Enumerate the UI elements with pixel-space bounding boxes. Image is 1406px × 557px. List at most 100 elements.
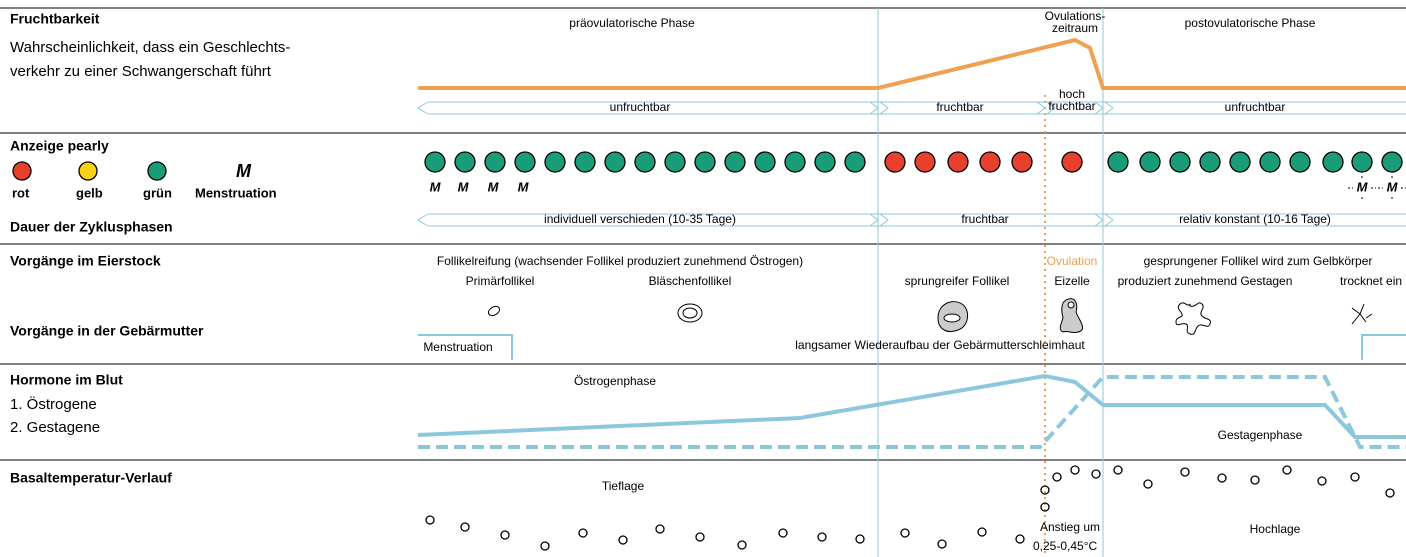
ovary-text: Bläschenfollikel <box>649 274 732 288</box>
ovary-text: Follikelreifung (wachsender Follikel pro… <box>437 254 803 268</box>
temp-point <box>619 536 627 544</box>
legend-label: grün <box>143 185 172 200</box>
legend-label: gelb <box>76 185 103 200</box>
indicator-dot <box>635 152 655 172</box>
cycle-diagram: Fruchtbarkeit Wahrscheinlichkeit, dass e… <box>0 0 1406 557</box>
temp-point <box>1218 474 1226 482</box>
legend-label: rot <box>12 185 30 200</box>
ovary-text: Ovulation <box>1047 254 1098 268</box>
phase: postovulatorische Phase <box>1185 16 1316 30</box>
indicator-dot <box>455 152 475 172</box>
indicator-dot <box>885 152 905 172</box>
ovary-text: sprungreifer Follikel <box>905 274 1010 288</box>
phase: zeitraum <box>1052 21 1098 35</box>
duration: fruchtbar <box>961 212 1008 226</box>
indicator-dot <box>575 152 595 172</box>
legend-dot <box>79 162 97 180</box>
arrow-chevron <box>870 102 888 114</box>
label: Anzeige pearly <box>10 138 109 154</box>
fertility-curve <box>418 40 1406 88</box>
arrow-rows <box>418 102 1406 226</box>
m-icon: M <box>488 179 500 194</box>
uterus-text: langsamer Wiederaufbau der Gebärmuttersc… <box>795 338 1085 352</box>
duration: individuell verschieden (10-35 Tage) <box>544 212 736 226</box>
indicator-dot <box>665 152 685 172</box>
label: Fruchtbarkeit <box>10 11 100 27</box>
temp-point <box>1092 470 1100 478</box>
arrow-chevron <box>1095 102 1113 114</box>
label: Dauer der Zyklusphasen <box>10 219 173 235</box>
m-icon: M <box>236 161 252 181</box>
temp-point <box>501 531 509 539</box>
indicator-dot <box>1012 152 1032 172</box>
temp-text: 0,25-0,45°C <box>1033 539 1098 553</box>
temp-point <box>1053 473 1061 481</box>
indicator-dot <box>1170 152 1190 172</box>
temp-point <box>1144 480 1152 488</box>
temp-point <box>1016 535 1024 543</box>
legend-dot <box>148 162 166 180</box>
phase: präovulatorische Phase <box>569 16 695 30</box>
label: verkehr zu einer Schwangerschaft führt <box>10 63 272 80</box>
uterus-step <box>1362 335 1406 360</box>
level: unfruchtbar <box>610 100 671 114</box>
indicator-dot <box>695 152 715 172</box>
legend-dot <box>13 162 31 180</box>
m-icon: M <box>1357 179 1369 194</box>
follicle-icons <box>487 299 1372 335</box>
hormone-text: Östrogenphase <box>574 374 656 388</box>
indicator-dot <box>948 152 968 172</box>
temp-point <box>1283 466 1291 474</box>
temp-point <box>978 528 986 536</box>
arrow-chevron <box>1095 214 1113 226</box>
label: Vorgänge im Eierstock <box>10 253 161 269</box>
m-icon: M <box>518 179 530 194</box>
indicator-dot <box>1323 152 1343 172</box>
label: Vorgänge in der Gebärmutter <box>10 323 204 339</box>
level: fruchtbar <box>1048 99 1095 113</box>
temp-point <box>1071 466 1079 474</box>
label: 1. Östrogene <box>10 395 97 413</box>
m-icon: M <box>1387 179 1399 194</box>
indicator-dot <box>1230 152 1250 172</box>
indicator-dot <box>1140 152 1160 172</box>
indicator-dot <box>845 152 865 172</box>
indicator-dot <box>545 152 565 172</box>
indicator-dot <box>1062 152 1082 172</box>
ovary-text: gesprungener Follikel wird zum Gelbkörpe… <box>1144 254 1373 268</box>
level: fruchtbar <box>936 100 983 114</box>
temp-point <box>1318 477 1326 485</box>
indicator-dot <box>1260 152 1280 172</box>
temp-point <box>856 535 864 543</box>
indicator-dot <box>1108 152 1128 172</box>
indicator-dot <box>425 152 445 172</box>
indicator-dot <box>1200 152 1220 172</box>
temp-text: Anstieg um <box>1040 520 1100 534</box>
arrow-chevron <box>870 214 888 226</box>
temp-text: Tieflage <box>602 479 645 493</box>
legend-label: Menstruation <box>195 185 277 200</box>
level: unfruchtbar <box>1225 100 1286 114</box>
indicator-dot <box>1290 152 1310 172</box>
temp-point <box>1251 476 1259 484</box>
indicator-dot <box>485 152 505 172</box>
ovary-text: Eizelle <box>1054 274 1090 288</box>
temp-point <box>426 516 434 524</box>
temp-point <box>779 529 787 537</box>
indicator-dot <box>515 152 535 172</box>
temp-point <box>1114 466 1122 474</box>
indicator-dot <box>755 152 775 172</box>
temp-point <box>696 533 704 541</box>
label: Basaltemperatur-Verlauf <box>10 470 172 486</box>
ovary-text: trocknet ein <box>1340 274 1402 288</box>
temperature-points <box>426 466 1394 550</box>
indicator-dot <box>980 152 1000 172</box>
indicator-dot <box>725 152 745 172</box>
temp-point <box>579 529 587 537</box>
label: Hormone im Blut <box>10 372 123 388</box>
m-icon: M <box>458 179 470 194</box>
indicator-dot <box>605 152 625 172</box>
temp-text: Hochlage <box>1250 522 1301 536</box>
temp-point <box>461 523 469 531</box>
